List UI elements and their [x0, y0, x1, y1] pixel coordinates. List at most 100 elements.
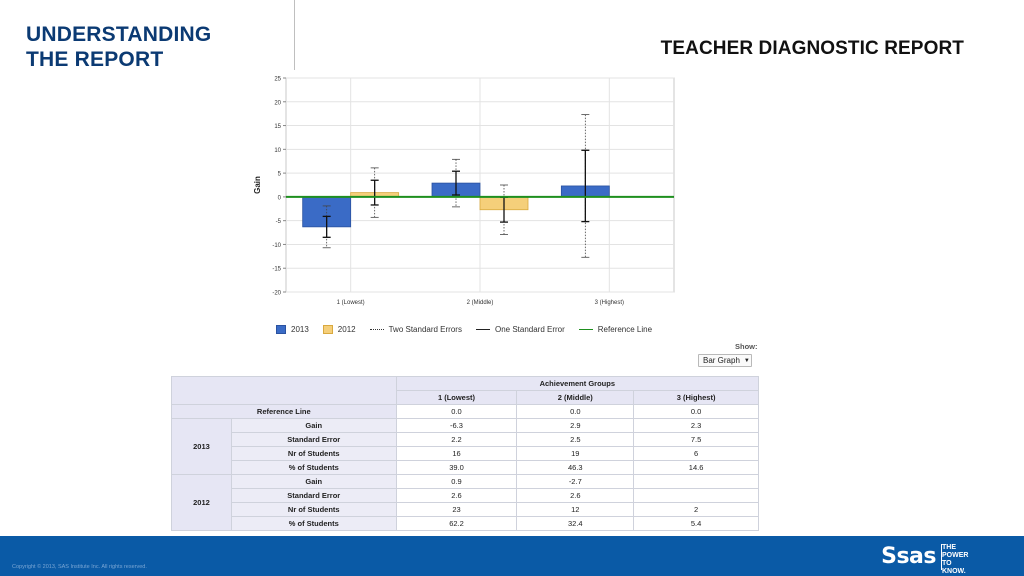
year-label: 2013: [171, 418, 232, 475]
table-cell: [633, 488, 759, 503]
column-header: 3 (Highest): [633, 390, 759, 405]
y-tick-label: -20: [272, 291, 281, 297]
copyright-text: Copyright © 2013, SAS Institute Inc. All…: [12, 564, 147, 570]
metric-label: Standard Error: [230, 432, 397, 447]
show-dropdown-value: Bar Graph: [703, 356, 740, 365]
y-tick-label: 0: [278, 195, 282, 201]
legend-label-reference: Reference Line: [597, 324, 653, 334]
achievement-groups-header: Achievement Groups: [395, 376, 760, 391]
table-cell: 2.2: [395, 432, 518, 447]
show-dropdown[interactable]: Bar Graph ▼: [698, 354, 752, 367]
legend-item-2013: 2013: [276, 324, 309, 334]
table-cell: 7.5: [633, 432, 759, 447]
table-cell: 2.6: [395, 488, 518, 503]
logo-divider: [941, 544, 942, 570]
table-cell: [633, 474, 759, 489]
achievement-table: Achievement Groups 1 (Lowest) 2 (Middle) 3 …: [171, 376, 760, 531]
x-tick-label: 2 (Middle): [467, 300, 494, 306]
x-tick-label: 1 (Lowest): [337, 300, 365, 306]
metric-label: Standard Error: [230, 488, 397, 503]
table-cell: 0.9: [395, 474, 518, 489]
table-row: Standard Error 2.2 2.5 7.5: [172, 432, 759, 447]
legend-item-reference: Reference Line: [578, 324, 653, 334]
legend-label-2013: 2013: [291, 324, 309, 334]
y-tick-label: -10: [272, 243, 281, 249]
metric-label: Gain: [230, 474, 397, 489]
table-row: % of Students 62.2 32.4 5.4: [172, 516, 759, 531]
chart-legend: 2013 2012 Two Standard Errors One Standa…: [276, 322, 666, 336]
table-header-row: 1 (Lowest) 2 (Middle) 3 (Highest): [172, 390, 759, 405]
legend-item-two-se: Two Standard Errors: [369, 324, 462, 334]
year-label: 2012: [171, 474, 232, 531]
tagline-line3: TO KNOW.: [942, 560, 966, 575]
legend-line-one-se: [475, 328, 490, 330]
legend-label-one-se: One Standard Error: [494, 324, 565, 334]
metric-label: Nr of Students: [230, 502, 397, 517]
table-cell: 0.0: [633, 404, 759, 419]
table-cell: 2.9: [516, 418, 635, 433]
table-cell: 0.0: [516, 404, 635, 419]
table-row: Standard Error 2.6 2.6: [172, 488, 759, 503]
title-divider: [294, 0, 295, 70]
column-header: 2 (Middle): [516, 390, 635, 405]
report-title: TEACHER DIAGNOSTIC REPORT: [660, 38, 964, 59]
table-cell: 0.0: [395, 404, 518, 419]
table-row: % of Students 39.0 46.3 14.6: [172, 460, 759, 475]
table-cell: 19: [516, 446, 635, 461]
y-tick-label: 20: [274, 100, 281, 106]
tagline-line1: THE: [942, 544, 956, 551]
y-tick-label: 25: [274, 77, 281, 83]
sas-logo: Ssas: [881, 544, 936, 569]
table-header-row: Achievement Groups: [171, 376, 760, 405]
table-cell: 62.2: [395, 516, 518, 531]
table-cell: 2.6: [516, 488, 635, 503]
slide-title: UNDERSTANDING THE REPORT: [26, 22, 276, 72]
table-cell: 32.4: [516, 516, 635, 531]
table-cell: 2.5: [516, 432, 635, 447]
table-cell: 46.3: [516, 460, 635, 475]
gain-bar-chart: 25 20 15 10 5 0 -5 -10 -15 -20 1 (Lowest) 2 (Middle…: [253, 77, 675, 306]
table-cell: 14.6: [633, 460, 759, 475]
metric-label: % of Students: [230, 516, 397, 531]
legend-swatch-2013: [276, 324, 286, 334]
table-cell: 6: [633, 446, 759, 461]
legend-line-reference: [578, 328, 593, 330]
caret-down-icon: ▼: [743, 357, 750, 364]
table-cell: 2: [633, 502, 759, 517]
footer-bar: Copyright © 2013, SAS Institute Inc. All…: [0, 536, 1024, 576]
y-tick-label: -5: [276, 219, 282, 225]
table-cell: 23: [395, 502, 518, 517]
y-tick-label: -15: [272, 267, 281, 273]
table-row: Nr of Students 16 19 6: [172, 446, 759, 461]
y-tick-label: 15: [274, 124, 281, 130]
tagline-line2: POWER: [942, 552, 969, 559]
legend-item-one-se: One Standard Error: [475, 324, 565, 334]
header-blank: [171, 376, 397, 405]
table-cell: 5.4: [633, 516, 759, 531]
column-header: 1 (Lowest): [395, 390, 518, 405]
metric-label: Gain: [230, 418, 397, 433]
slide-title-line2: THE REPORT: [26, 48, 164, 71]
table-row: Reference Line 0.0 0.0 0.0: [171, 404, 759, 419]
sas-tagline: THE POWER TO KNOW.: [942, 544, 976, 576]
legend-swatch-2012: [322, 324, 333, 334]
table-cell: 39.0: [395, 460, 518, 475]
metric-label: Nr of Students: [230, 446, 397, 461]
table-row: Nr of Students 23 12 2: [172, 502, 759, 517]
table-row: 2013 Gain -6.3 2.9 2.3: [171, 418, 759, 475]
legend-label-two-se: Two Standard Errors: [388, 324, 462, 334]
table-cell: -6.3: [395, 418, 518, 433]
table-row: 2012 Gain 0.9 -2.7: [171, 474, 759, 531]
y-axis-label: Gain: [253, 176, 262, 194]
legend-line-two-se: [369, 328, 384, 330]
table-cell: -2.7: [516, 474, 635, 489]
table-cell: 2.3: [633, 418, 759, 433]
show-label: Show:: [735, 342, 758, 351]
y-tick-label: 10: [274, 148, 281, 154]
legend-item-2012: 2012: [322, 324, 356, 334]
legend-label-2012: 2012: [337, 324, 356, 334]
reference-line-label: Reference Line: [171, 404, 397, 419]
y-tick-label: 5: [278, 172, 282, 178]
table-cell: 16: [395, 446, 518, 461]
x-tick-label: 3 (Highest): [595, 300, 624, 306]
